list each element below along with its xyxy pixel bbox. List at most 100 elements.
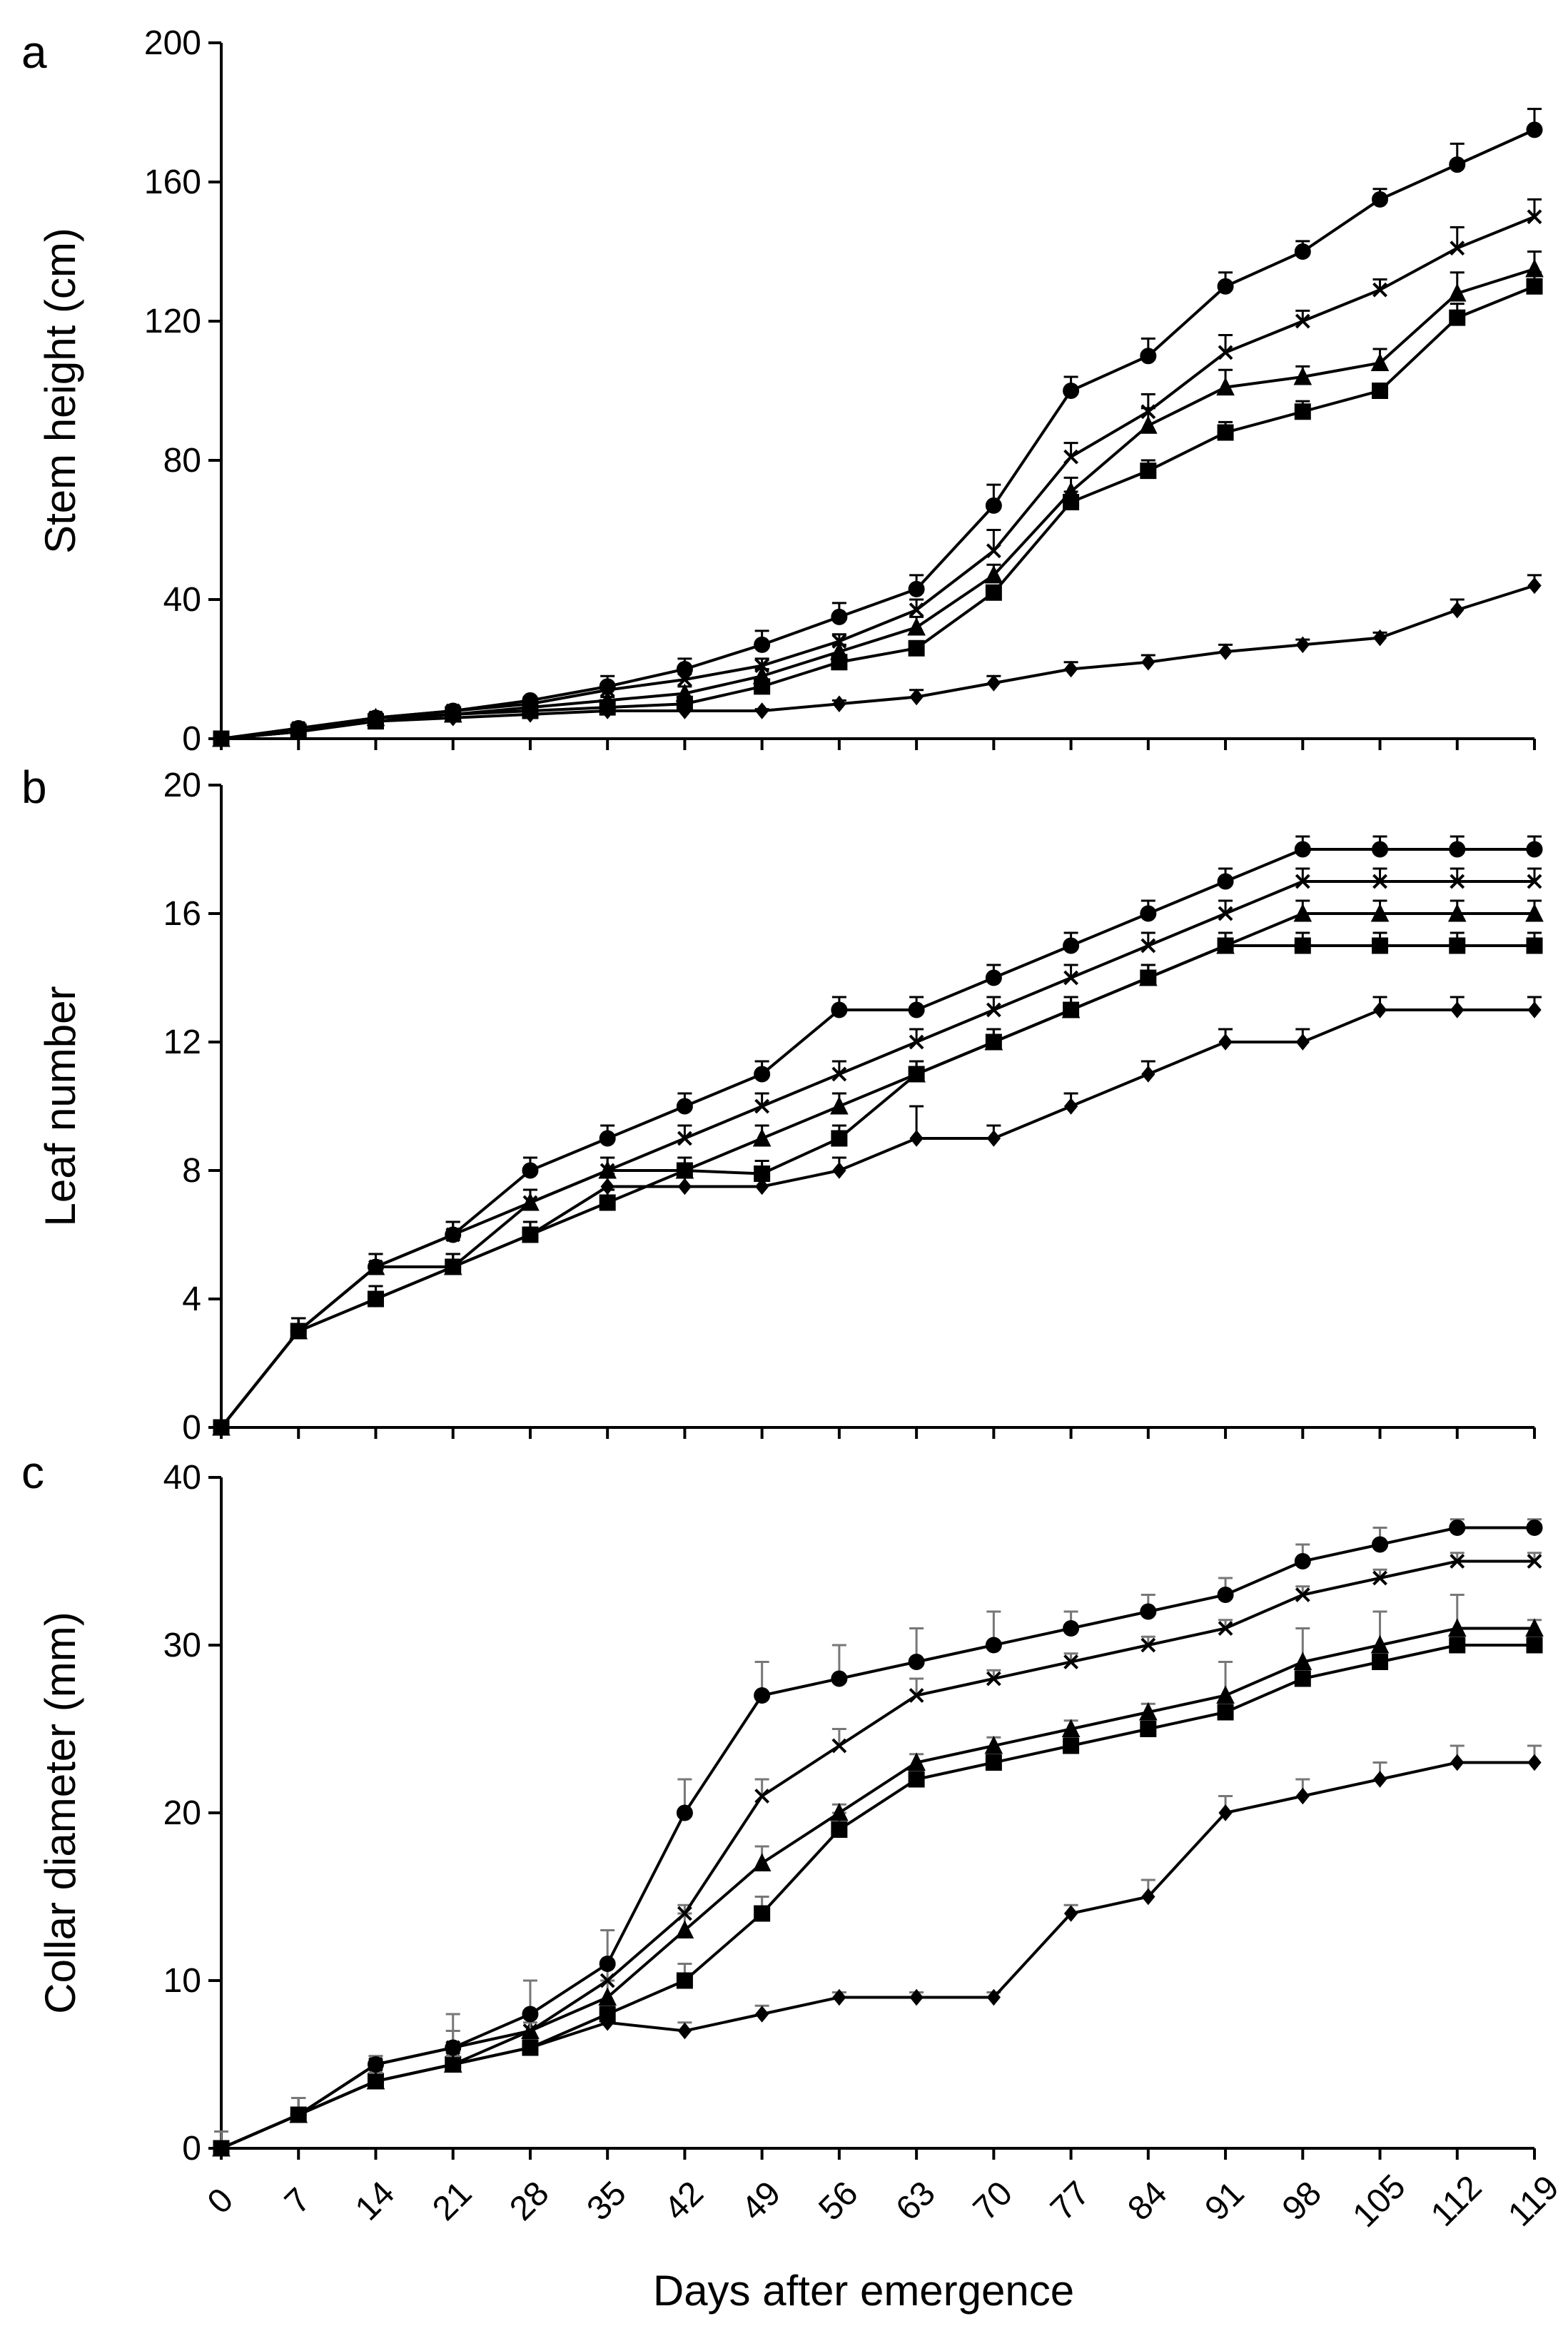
point-square-13	[1217, 1704, 1234, 1721]
point-x-12	[1140, 1637, 1156, 1653]
point-triangle-9	[907, 1752, 926, 1771]
point-square-10	[985, 1754, 1002, 1771]
point-x-8	[831, 634, 847, 649]
point-circle-13	[1217, 873, 1234, 890]
x-tick-label: 91	[1198, 2174, 1251, 2228]
point-triangle-9	[907, 1063, 926, 1083]
point-triangle-15	[1370, 353, 1390, 371]
point-triangle-16	[1447, 1618, 1467, 1637]
point-diamond-14	[1295, 1033, 1310, 1051]
point-triangle-3	[443, 2054, 462, 2073]
point-square-10	[985, 584, 1002, 601]
point-circle-8	[831, 1670, 848, 1687]
y-axis-title: Leaf number	[36, 986, 84, 1227]
point-circle-11	[1063, 383, 1080, 399]
series-square	[213, 931, 1543, 1436]
point-diamond-10	[986, 1130, 1001, 1147]
point-x-12	[1140, 404, 1156, 420]
panel-label-a: a	[21, 26, 47, 78]
point-circle-12	[1140, 1603, 1157, 1620]
x-tick-label: 98	[1275, 2174, 1329, 2228]
series-square	[213, 271, 1543, 747]
point-circle-15	[1372, 1536, 1389, 1553]
point-square-16	[1449, 309, 1466, 326]
point-circle-5	[599, 1130, 616, 1147]
x-tick-label: 84	[1121, 2174, 1174, 2228]
point-diamond-13	[1218, 1804, 1233, 1821]
x-tick-label: 112	[1424, 2168, 1489, 2234]
point-circle-0	[213, 2140, 230, 2157]
point-triangle-12	[1139, 415, 1158, 434]
point-square-7	[754, 1905, 771, 1922]
point-diamond-12	[1141, 653, 1155, 671]
point-x-6	[677, 1131, 692, 1146]
point-triangle-13	[1216, 1685, 1235, 1704]
y-tick-label: 40	[163, 1459, 201, 1497]
point-circle-16	[1449, 156, 1466, 173]
point-x-17	[1527, 874, 1542, 889]
point-circle-6	[676, 1098, 693, 1115]
point-square-14	[1294, 1670, 1311, 1687]
series-diamond	[214, 574, 1542, 747]
x-tick-label: 28	[502, 2174, 556, 2228]
point-triangle-10	[984, 565, 1003, 584]
point-x-15	[1372, 874, 1387, 889]
point-circle-16	[1449, 841, 1466, 858]
point-square-4	[522, 2039, 539, 2056]
point-triangle-3	[443, 1256, 462, 1275]
point-diamond-7	[755, 2006, 769, 2023]
point-triangle-16	[1447, 903, 1467, 922]
point-x-7	[754, 1789, 770, 1804]
point-x-5	[600, 1973, 615, 1988]
point-circle-15	[1372, 191, 1389, 208]
point-x-16	[1450, 1554, 1465, 1569]
point-square-9	[908, 639, 925, 657]
point-diamond-16	[1450, 1754, 1465, 1771]
point-circle-8	[831, 1001, 848, 1018]
point-diamond-17	[1527, 1001, 1542, 1018]
point-x-6	[677, 1906, 692, 1921]
point-triangle-5	[598, 690, 617, 709]
point-circle-11	[1063, 1620, 1080, 1637]
point-triangle-14	[1293, 366, 1312, 385]
point-square-7	[754, 1166, 771, 1182]
point-diamond-9	[909, 1130, 924, 1147]
point-diamond-14	[1295, 1787, 1310, 1805]
point-diamond-7	[755, 702, 769, 719]
series-line-x	[221, 215, 1535, 740]
point-circle-5	[599, 678, 616, 695]
point-circle-6	[676, 1804, 693, 1821]
y-tick-label: 200	[144, 24, 201, 62]
point-triangle-13	[1216, 935, 1235, 954]
point-triangle-14	[1293, 1652, 1312, 1670]
series-line-square	[221, 285, 1535, 740]
point-x-11	[1063, 449, 1079, 465]
point-diamond-9	[909, 688, 924, 706]
point-circle-4	[522, 1162, 539, 1179]
point-circle-17	[1526, 121, 1543, 138]
x-tick-label: 7	[278, 2181, 318, 2221]
point-x-17	[1527, 1554, 1542, 1569]
point-circle-9	[908, 1654, 925, 1670]
point-circle-10	[985, 497, 1002, 514]
point-x-10	[986, 1002, 1001, 1018]
point-triangle-7	[752, 1853, 772, 1871]
point-circle-15	[1372, 841, 1389, 858]
point-triangle-17	[1525, 258, 1544, 278]
point-square-14	[1294, 403, 1311, 420]
series-line-diamond	[221, 1761, 1534, 2150]
x-tick-label: 56	[811, 2174, 865, 2228]
point-x-10	[986, 1671, 1001, 1687]
point-triangle-11	[1061, 481, 1081, 500]
point-triangle-15	[1370, 1634, 1390, 1654]
y-tick-label: 80	[163, 442, 201, 480]
point-x-9	[909, 602, 924, 618]
point-diamond-16	[1450, 601, 1465, 619]
point-x-16	[1450, 874, 1465, 889]
point-circle-3	[445, 1226, 462, 1243]
point-triangle-13	[1216, 377, 1235, 396]
y-tick-label: 20	[163, 767, 201, 804]
panel-label-b: b	[21, 762, 47, 813]
point-square-5	[599, 2006, 616, 2023]
